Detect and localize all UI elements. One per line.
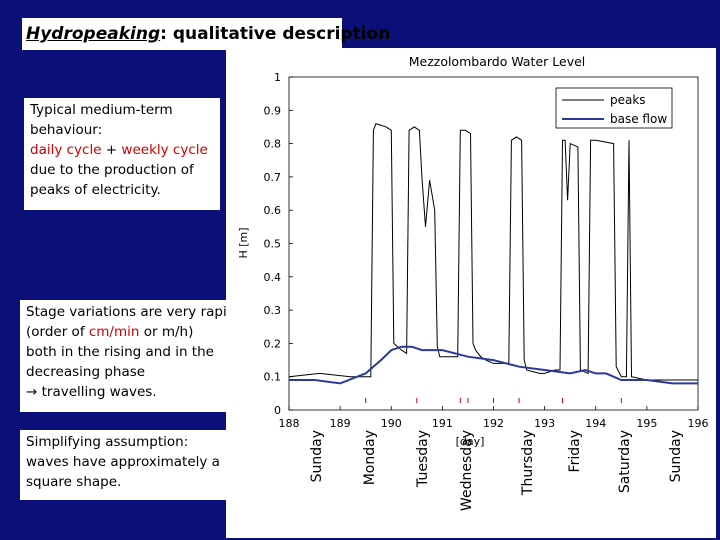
cm-min-text: cm/min — [88, 324, 140, 340]
x-tick-label: 191 — [432, 417, 453, 430]
box1-line5: peaks of electricity. — [30, 182, 161, 198]
y-tick-label: 0.3 — [264, 304, 282, 317]
x-tick-label: 195 — [636, 417, 657, 430]
y-tick-label: 0.5 — [264, 238, 282, 251]
x-tick-label: 193 — [534, 417, 555, 430]
title-rest: : qualitative description — [160, 24, 391, 44]
weekly-cycle-text: weekly cycle — [121, 142, 208, 158]
day-label: Tuesday — [415, 430, 431, 488]
legend-label: peaks — [610, 93, 646, 107]
box2-line1: Stage variations are very rapid — [26, 304, 236, 320]
y-tick-label: 1 — [274, 71, 281, 84]
y-tick-label: 0.6 — [264, 204, 282, 217]
box1-line4: due to the production of — [30, 162, 194, 178]
x-tick-label: 190 — [381, 417, 402, 430]
day-label: Wednesday — [459, 430, 475, 511]
title-background — [22, 18, 342, 50]
chart-title: Mezzolombardo Water Level — [409, 54, 586, 69]
y-tick-label: 0.7 — [264, 171, 282, 184]
y-axis-label: H [m] — [237, 227, 250, 258]
box1-line2: behaviour: — [30, 122, 103, 138]
y-tick-label: 0.9 — [264, 104, 282, 117]
text-box-behaviour: Typical medium-term behaviour: daily cyc… — [24, 98, 220, 210]
day-label: Sunday — [668, 430, 684, 482]
box3-line1: Simplifying assumption: — [26, 434, 189, 450]
series-line-peaks — [288, 122, 698, 381]
slide-title: Hydropeaking: qualitative description — [26, 24, 390, 44]
title-emphasis: Hydropeaking — [26, 24, 161, 44]
day-label: Monday — [362, 430, 378, 485]
day-label: Friday — [567, 430, 583, 472]
day-label: Thursday — [520, 430, 536, 496]
daily-cycle-text: daily cycle — [30, 142, 102, 158]
x-tick-label: 194 — [585, 417, 606, 430]
plus-text: + — [101, 142, 122, 158]
x-tick-label: 196 — [688, 417, 709, 430]
box3-line2: waves have approximately a — [26, 454, 220, 470]
box1-line3: daily cycle + weekly cycle — [30, 140, 220, 160]
box3-line3: square shape. — [26, 474, 122, 490]
legend-box — [555, 87, 673, 129]
box2-line5: → travelling waves. — [26, 384, 157, 400]
x-tick-label: 188 — [279, 417, 300, 430]
figure-panel — [226, 48, 716, 538]
y-tick-label: 0 — [274, 404, 281, 417]
y-tick-label: 0.2 — [264, 337, 282, 350]
x-axis-label: [day] — [456, 435, 485, 448]
y-tick-label: 0.1 — [264, 371, 282, 384]
box1-line1: Typical medium-term — [30, 102, 173, 118]
text-box-stage-variations: Stage variations are very rapid (order o… — [20, 300, 260, 412]
day-label: Saturday — [617, 430, 633, 493]
day-label: Sunday — [309, 430, 325, 482]
box2-line3: both in the rising and in the — [26, 344, 214, 360]
legend-label: base flow — [610, 112, 667, 126]
box2-l2b: or m/h) — [139, 324, 194, 340]
x-tick-label: 189 — [330, 417, 351, 430]
x-tick-label: 192 — [483, 417, 504, 430]
box2-line2: (order of cm/min or m/h) — [26, 322, 260, 342]
box2-line4: decreasing phase — [26, 364, 146, 380]
series-line-base-flow — [289, 345, 698, 385]
box2-l2a: (order of — [26, 324, 89, 340]
y-tick-label: 0.4 — [264, 271, 282, 284]
text-box-assumption: Simplifying assumption: waves have appro… — [20, 430, 260, 500]
y-tick-label: 0.8 — [264, 138, 282, 151]
